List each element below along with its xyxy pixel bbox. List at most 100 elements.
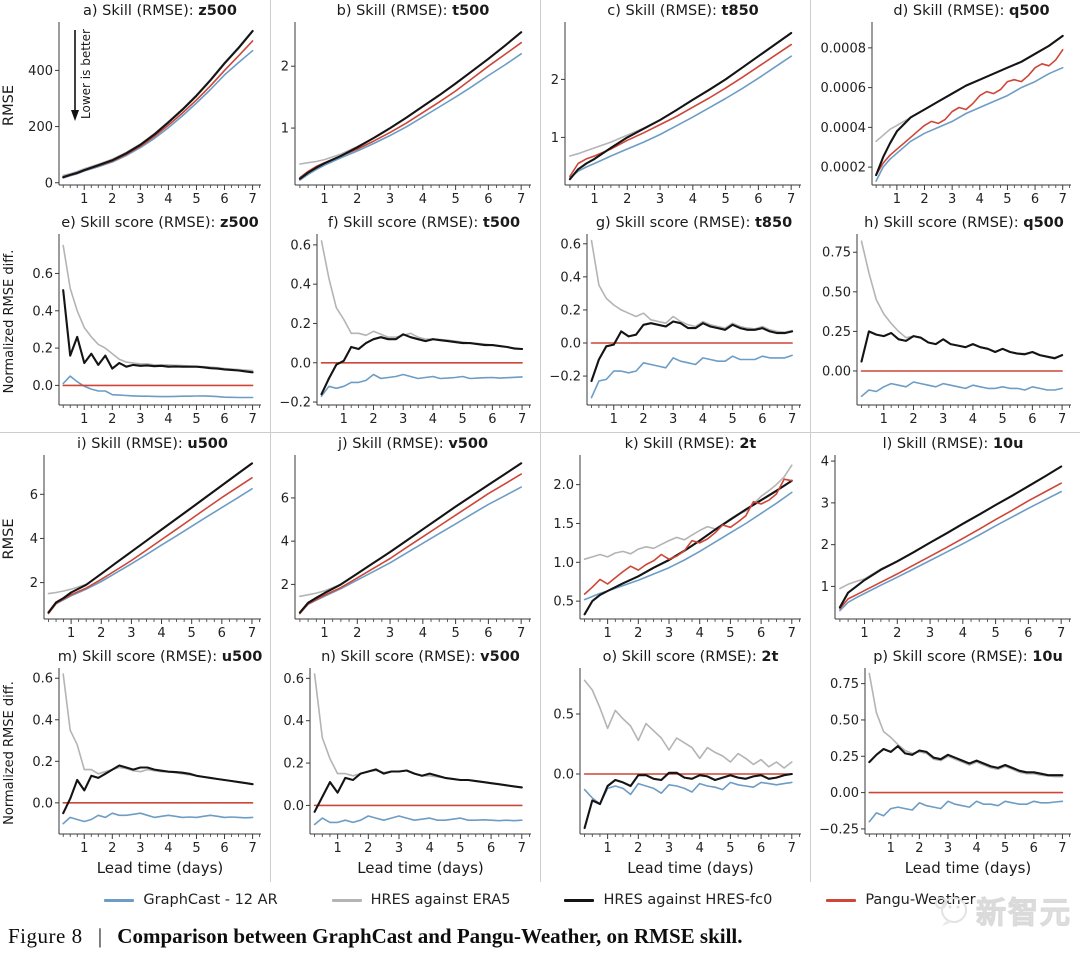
x-tick-label: 6 — [220, 412, 228, 427]
x-tick-label: 2 — [915, 841, 923, 856]
legend-line-graphcast-icon — [104, 898, 135, 902]
series-line-hres_fc0 — [568, 31, 793, 181]
x-tick-label: 5 — [192, 192, 200, 207]
chart-panel-m: m) Skill score (RMSE): u500 1 2 3 4 5 6 7 0.0 0.2… — [0, 646, 270, 882]
x-tick-label: 1 — [340, 412, 348, 427]
y-tick-label: 0.0008 — [821, 41, 867, 56]
series-line-hres_fc0 — [298, 31, 523, 180]
x-tick-label: 6 — [220, 841, 228, 856]
x-tick-label: 2 — [909, 412, 917, 427]
y-tick-label: 2 — [281, 578, 289, 593]
y-tick-label: 0.5 — [553, 595, 574, 610]
x-tick-label: 4 — [972, 841, 980, 856]
y-tick-label: 200 — [28, 120, 53, 135]
y-tick-label: 0.6 — [32, 267, 53, 282]
panel-title-i: i) Skill (RMSE): u500 — [77, 436, 228, 452]
series-line-graphcast — [868, 800, 1064, 823]
x-tick-label: 6 — [754, 192, 762, 207]
chart-panel-h: h) Skill score (RMSE): q500 1 2 3 4 5 6 7 0.00 0.… — [810, 212, 1080, 432]
x-tick-label: 2 — [108, 192, 116, 207]
y-tick-label: 2 — [821, 538, 829, 553]
series-line-hres_era5 — [590, 239, 793, 333]
x-tick-label: 1 — [860, 626, 868, 641]
x-tick-label: 6 — [757, 841, 765, 856]
panel-title-k: k) Skill (RMSE): 2t — [625, 436, 757, 452]
y-tick-label: 0.6 — [32, 672, 53, 687]
x-tick-label: 7 — [1058, 841, 1066, 856]
y-tick-label: 0.50 — [822, 285, 851, 300]
plot-svg-e: e) Skill score (RMSE): z500 1 2 3 4 5 6 7 0.0 0.2… — [2, 215, 261, 427]
series-line-hres_fc0 — [590, 320, 794, 383]
x-tick-label: 1 — [610, 412, 618, 427]
chart-panel-i: i) Skill (RMSE): u500 1 2 3 4 5 6 7 2 4 6 RMSE — [0, 432, 270, 646]
x-tick-label: 6 — [1028, 412, 1036, 427]
legend-line-pangu-icon — [826, 898, 857, 902]
series-line-hres_fc0 — [320, 333, 524, 396]
caption-separator: | — [97, 924, 103, 948]
x-tick-label: 4 — [699, 412, 707, 427]
x-tick-label: 1 — [320, 192, 328, 207]
x-tick-label: 2 — [364, 841, 372, 856]
y-tick-label: 1 — [821, 580, 829, 595]
x-tick-label: 4 — [164, 412, 172, 427]
x-tick-label: 7 — [517, 626, 525, 641]
x-tick-label: 5 — [998, 412, 1006, 427]
x-tick-label: 5 — [458, 412, 466, 427]
x-tick-label: 6 — [484, 626, 492, 641]
x-tick-label: 3 — [665, 626, 673, 641]
x-tick-label: 1 — [880, 412, 888, 427]
y-tick-label: 0.0 — [32, 379, 53, 394]
x-tick-label: 4 — [164, 841, 172, 856]
x-tick-label: 5 — [726, 626, 734, 641]
x-tick-label: 3 — [399, 412, 407, 427]
x-tick-label: 6 — [1031, 192, 1039, 207]
series-line-graphcast — [299, 52, 522, 181]
x-tick-label: 4 — [689, 192, 697, 207]
panel-title-l: l) Skill (RMSE): 10u — [883, 436, 1024, 452]
series-line-hres_fc0 — [838, 465, 1063, 609]
y-tick-label: −0.25 — [819, 822, 859, 837]
series-line-hres_fc0 — [583, 479, 793, 616]
x-tick-label: 6 — [218, 626, 226, 641]
x-tick-label: 3 — [386, 626, 394, 641]
series-line-pangu — [875, 48, 1064, 176]
x-tick-label: 2 — [353, 192, 361, 207]
plot-svg-h: h) Skill score (RMSE): q500 1 2 3 4 5 6 7 0.00 0.… — [822, 215, 1071, 427]
series-line-graphcast — [839, 490, 1062, 612]
series-line-hres_era5 — [313, 673, 523, 789]
series-line-hres_era5 — [320, 240, 523, 350]
series-line-hres_era5 — [583, 464, 793, 560]
x-tick-label: 6 — [488, 412, 496, 427]
chart-panel-p: p) Skill score (RMSE): 10u 1 2 3 4 5 6 7 −0.25 0.… — [810, 646, 1080, 882]
x-tick-label: 1 — [893, 192, 901, 207]
series-line-graphcast — [313, 815, 523, 826]
x-tick-label: 4 — [157, 626, 165, 641]
series-line-hres_era5 — [868, 672, 1064, 778]
y-axis-label: Normalized RMSE diff. — [2, 250, 17, 394]
y-tick-label: 1.5 — [553, 517, 574, 532]
x-tick-label: 5 — [451, 192, 459, 207]
series-line-hres_era5 — [569, 32, 792, 157]
chart-panel-n: n) Skill score (RMSE): v500 1 2 3 4 5 6 7 0.0 0.2… — [270, 646, 540, 882]
chart-panel-e: e) Skill score (RMSE): z500 1 2 3 4 5 6 7 0.0 0.2… — [0, 212, 270, 432]
caption-label: Figure 8 — [8, 924, 83, 948]
series-line-hres_fc0 — [860, 330, 1064, 363]
x-tick-label: 4 — [429, 412, 437, 427]
y-tick-label: 2 — [30, 576, 38, 591]
y-tick-label: 1 — [551, 131, 559, 146]
x-axis-label: Lead time (days) — [357, 859, 484, 877]
x-tick-label: 5 — [1001, 841, 1009, 856]
series-line-hres_fc0 — [868, 745, 1064, 777]
x-tick-label: 1 — [603, 841, 611, 856]
y-tick-label: 0.4 — [290, 278, 311, 293]
x-tick-label: 4 — [426, 841, 434, 856]
plot-svg-k: k) Skill (RMSE): 2t 1 2 3 4 5 6 7 0.5 1.0 1.5 2.0 — [553, 436, 801, 641]
y-tick-label: 0.5 — [553, 708, 574, 723]
series-line-pangu — [47, 476, 253, 615]
x-tick-label: 7 — [518, 412, 526, 427]
panel-title-e: e) Skill score (RMSE): z500 — [61, 215, 259, 231]
y-tick-label: 0.0004 — [821, 121, 867, 136]
y-tick-label: 2.0 — [553, 478, 574, 493]
panel-title-g: g) Skill score (RMSE): t850 — [596, 215, 792, 231]
x-tick-label: 7 — [1058, 412, 1066, 427]
